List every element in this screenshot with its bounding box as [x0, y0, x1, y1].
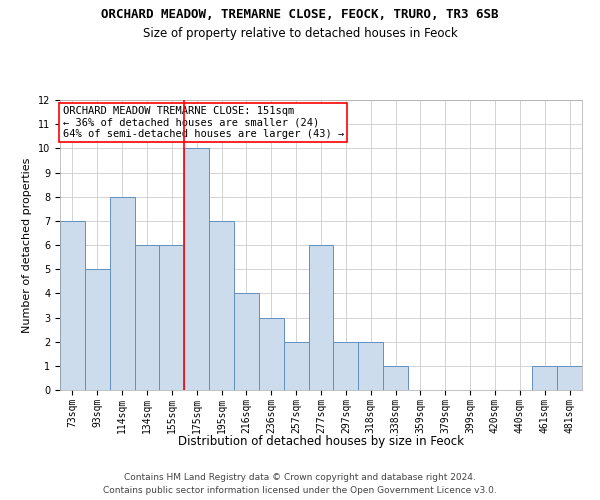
Text: Size of property relative to detached houses in Feock: Size of property relative to detached ho…	[143, 28, 457, 40]
Text: Distribution of detached houses by size in Feock: Distribution of detached houses by size …	[178, 435, 464, 448]
Bar	[383, 366, 408, 390]
Text: ORCHARD MEADOW, TREMARNE CLOSE, FEOCK, TRURO, TR3 6SB: ORCHARD MEADOW, TREMARNE CLOSE, FEOCK, T…	[101, 8, 499, 20]
Bar	[557, 366, 582, 390]
Bar	[358, 342, 383, 390]
Bar	[284, 342, 308, 390]
Bar	[259, 318, 284, 390]
Bar	[209, 221, 234, 390]
Bar	[134, 245, 160, 390]
Bar	[308, 245, 334, 390]
Bar	[532, 366, 557, 390]
Bar	[184, 148, 209, 390]
Bar	[160, 245, 184, 390]
Text: Contains HM Land Registry data © Crown copyright and database right 2024.: Contains HM Land Registry data © Crown c…	[124, 472, 476, 482]
Bar	[234, 294, 259, 390]
Bar	[85, 269, 110, 390]
Text: ORCHARD MEADOW TREMARNE CLOSE: 151sqm
← 36% of detached houses are smaller (24)
: ORCHARD MEADOW TREMARNE CLOSE: 151sqm ← …	[62, 106, 344, 139]
Bar	[334, 342, 358, 390]
Bar	[110, 196, 134, 390]
Y-axis label: Number of detached properties: Number of detached properties	[22, 158, 32, 332]
Bar	[60, 221, 85, 390]
Text: Contains public sector information licensed under the Open Government Licence v3: Contains public sector information licen…	[103, 486, 497, 495]
